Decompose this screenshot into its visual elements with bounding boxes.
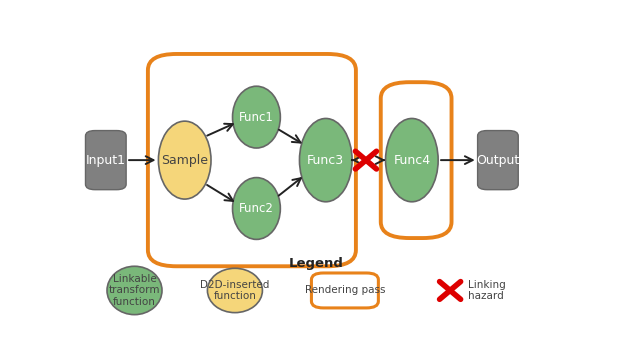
- Text: Linking
hazard: Linking hazard: [468, 280, 506, 301]
- Text: Func4: Func4: [393, 154, 431, 166]
- Ellipse shape: [159, 121, 211, 199]
- Ellipse shape: [299, 118, 352, 202]
- Text: Linkable
transform
function: Linkable transform function: [109, 274, 160, 307]
- Ellipse shape: [233, 86, 280, 148]
- FancyBboxPatch shape: [478, 131, 518, 190]
- Text: Func3: Func3: [307, 154, 344, 166]
- Ellipse shape: [107, 266, 162, 315]
- FancyBboxPatch shape: [86, 131, 126, 190]
- FancyBboxPatch shape: [312, 273, 378, 308]
- Ellipse shape: [207, 268, 262, 313]
- Text: Legend: Legend: [289, 257, 344, 270]
- Ellipse shape: [386, 118, 438, 202]
- Text: Input1: Input1: [86, 154, 126, 166]
- Text: Rendering pass: Rendering pass: [305, 285, 385, 296]
- Text: Func2: Func2: [239, 202, 274, 215]
- Text: Output: Output: [476, 154, 520, 166]
- Ellipse shape: [233, 178, 280, 239]
- Text: Func1: Func1: [239, 111, 274, 124]
- Text: Sample: Sample: [161, 154, 208, 166]
- Text: D2D-inserted
function: D2D-inserted function: [201, 280, 270, 301]
